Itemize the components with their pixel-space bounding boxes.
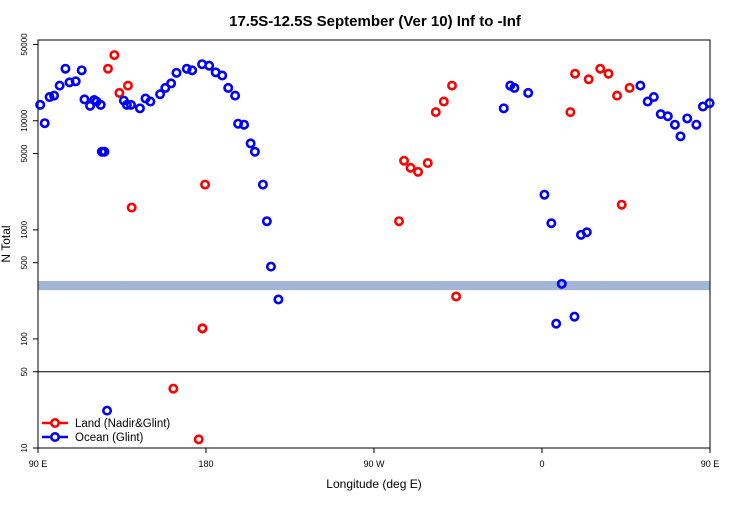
ocean-point: [147, 98, 154, 105]
land-point: [567, 108, 574, 115]
ocean-point: [275, 296, 282, 303]
ocean-point: [72, 78, 79, 85]
land-point: [128, 204, 135, 211]
y-tick-label: 10: [20, 443, 29, 452]
ocean-point: [56, 82, 63, 89]
land-point: [195, 436, 202, 443]
y-axis-label: N Total: [0, 225, 13, 262]
land-point: [452, 293, 459, 300]
x-tick-label: 90 E: [29, 459, 48, 469]
land-point: [618, 201, 625, 208]
y-tick-label: 500: [20, 255, 29, 269]
land-point: [124, 82, 131, 89]
x-tick-label: 90 W: [363, 459, 385, 469]
ocean-point: [97, 101, 104, 108]
land-point: [571, 70, 578, 77]
ocean-point: [37, 101, 44, 108]
ocean-point: [78, 67, 85, 74]
ocean-point: [637, 82, 644, 89]
land-point: [626, 84, 633, 91]
land-point: [440, 98, 447, 105]
data-points: [37, 51, 714, 443]
ocean-point: [541, 191, 548, 198]
ocean-point: [684, 115, 691, 122]
ocean-point: [583, 229, 590, 236]
ocean-point: [524, 89, 531, 96]
land-point: [414, 168, 421, 175]
ocean-point: [693, 121, 700, 128]
ocean-point: [267, 263, 274, 270]
land-point: [111, 51, 118, 58]
land-point: [116, 89, 123, 96]
ocean-point: [263, 218, 270, 225]
x-tick-label: 180: [198, 459, 213, 469]
y-tick-label: 10000: [20, 109, 29, 132]
y-tick-label: 50: [20, 367, 29, 376]
ocean-point: [103, 407, 110, 414]
land-point: [424, 159, 431, 166]
ocean-point: [552, 320, 559, 327]
y-tick-label: 5000: [20, 144, 29, 162]
plot-frame: [38, 40, 710, 448]
ocean-point: [41, 119, 48, 126]
ocean-point: [225, 84, 232, 91]
land-point: [605, 70, 612, 77]
land-point: [613, 92, 620, 99]
ocean-point: [671, 121, 678, 128]
land-point: [199, 325, 206, 332]
ocean-point: [548, 220, 555, 227]
legend-marker: [51, 433, 58, 440]
land-ocean-strip: [38, 281, 750, 290]
ocean-point: [251, 148, 258, 155]
ocean-band: [38, 281, 710, 290]
land-point: [400, 157, 407, 164]
ocean-point: [571, 313, 578, 320]
ocean-point: [240, 121, 247, 128]
ocean-point: [136, 105, 143, 112]
land-point: [597, 65, 604, 72]
land-point: [585, 76, 592, 83]
x-axis: 90 E 180 90 W 0 90 E: [29, 448, 720, 469]
land-point: [395, 218, 402, 225]
land-point: [170, 385, 177, 392]
legend-label: Land (Nadir&Glint): [75, 418, 170, 430]
ocean-point: [219, 72, 226, 79]
y-tick-label: 1000: [20, 220, 29, 238]
ocean-point: [173, 69, 180, 76]
ocean-point: [259, 181, 266, 188]
land-point: [432, 108, 439, 115]
ocean-point: [62, 65, 69, 72]
y-tick-label: 100: [20, 332, 29, 346]
land-point: [407, 164, 414, 171]
x-tick-label: 0: [539, 459, 544, 469]
legend-label: Ocean (Glint): [75, 432, 144, 444]
ocean-point: [247, 140, 254, 147]
legend-marker: [51, 419, 58, 426]
ocean-point: [500, 105, 507, 112]
land-point: [104, 65, 111, 72]
ocean-point: [205, 62, 212, 69]
x-tick-label: 90 E: [701, 459, 720, 469]
legend: Land (Nadir&Glint) Ocean (Glint): [42, 418, 170, 444]
y-tick-label: 50000: [20, 33, 29, 56]
land-series: [99, 51, 634, 443]
ocean-point: [231, 92, 238, 99]
land-point: [448, 82, 455, 89]
y-axis: 10 50 100 500 1000 5000 10000 50000: [20, 33, 38, 453]
ocean-point: [188, 67, 195, 74]
ocean-point: [167, 80, 174, 87]
ocean-point: [677, 133, 684, 140]
land-point: [201, 181, 208, 188]
ocean-point: [650, 93, 657, 100]
ocean-point: [664, 113, 671, 120]
ocean-series: [37, 60, 714, 414]
x-axis-label: Longitude (deg E): [326, 477, 421, 491]
chart-title: 17.5S-12.5S September (Ver 10) Inf to -I…: [229, 13, 522, 30]
